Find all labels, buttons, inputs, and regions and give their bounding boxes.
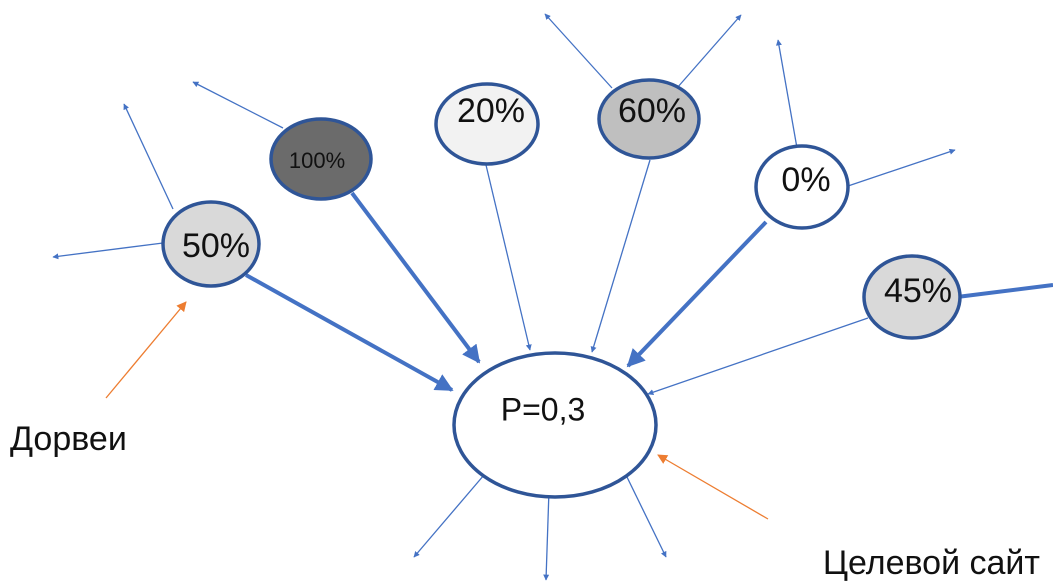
arrow-center-down-right	[625, 474, 667, 558]
arrow-60-to-center	[590, 159, 651, 353]
node-100-percent	[269, 117, 373, 201]
arrow-0-up	[775, 39, 798, 149]
node-50-percent	[161, 200, 261, 288]
node-50-label: 50%	[182, 227, 250, 265]
arrow-20-to-center	[485, 164, 532, 351]
center-node	[452, 351, 658, 499]
thick-arrow-50-to-center	[245, 273, 454, 392]
center-node-label: P=0,3	[501, 391, 586, 427]
node-0-percent	[754, 144, 850, 230]
arrow-60-upright	[676, 14, 742, 89]
node-0-label: 0%	[781, 161, 830, 199]
caption-doorways: Дорвеи	[10, 420, 127, 458]
arrow-100-upleft	[192, 81, 284, 129]
arrow-center-down	[543, 489, 550, 581]
callout-arrow-target	[657, 454, 769, 520]
node-45-label: 45%	[884, 272, 952, 310]
thick-arrow-100-to-center	[350, 191, 481, 364]
node-20-percent	[434, 82, 540, 166]
node-60-label: 60%	[618, 92, 686, 130]
arrow-center-down-left	[413, 474, 485, 558]
arrow-45-to-center	[647, 317, 869, 396]
node-20-label: 20%	[457, 92, 525, 130]
arrow-50-up	[123, 103, 174, 210]
arrow-50-left	[52, 242, 164, 260]
arrow-60-upleft	[544, 13, 613, 89]
arrow-0-right	[847, 148, 956, 187]
caption-target-site: Целевой сайт	[823, 544, 1040, 582]
callout-arrow-doorways	[105, 301, 187, 399]
thick-line-45-right	[956, 283, 1053, 299]
node-60-percent	[597, 78, 701, 160]
node-45-percent	[862, 254, 962, 340]
thick-arrow-0-to-center	[626, 220, 768, 368]
node-100-label: 100%	[289, 148, 345, 173]
